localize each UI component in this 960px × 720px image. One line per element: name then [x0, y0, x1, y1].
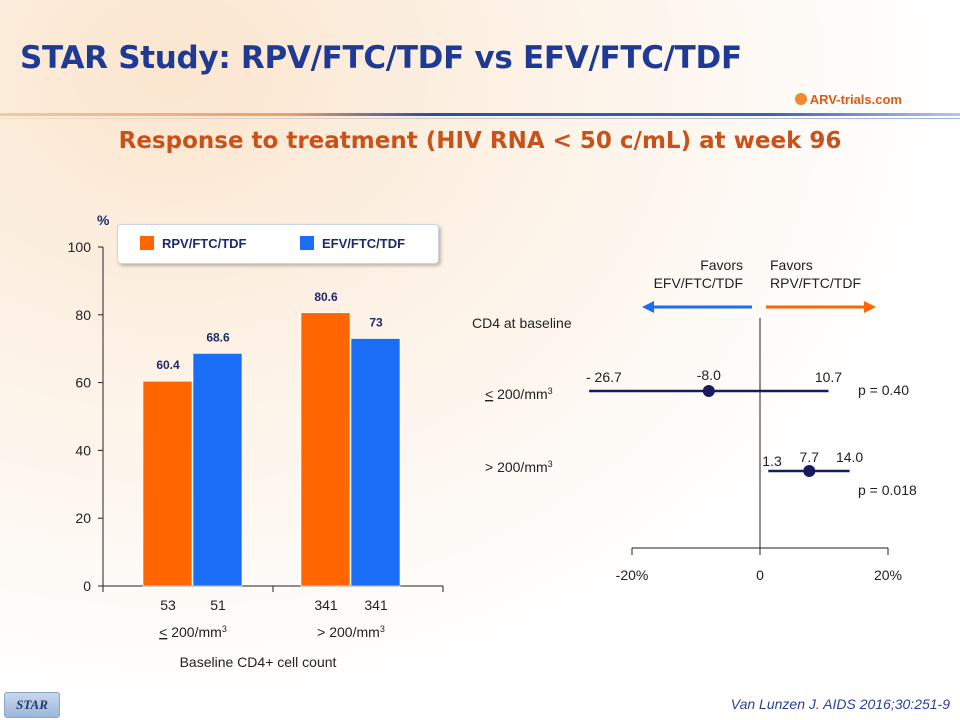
forest-estimate-label: -8.0: [697, 367, 721, 383]
citation: Van Lunzen J. AIDS 2016;30:251-9: [730, 696, 950, 712]
bar-value-label: 73: [369, 316, 383, 330]
title-rule-thin: [0, 118, 960, 119]
bar-y-unit: %: [97, 212, 110, 228]
bar-y-tick-label: 20: [75, 510, 91, 526]
legend-label-rpv: RPV/FTC/TDF: [162, 236, 247, 251]
bar-value-label: 60.4: [156, 358, 180, 372]
bar-legend: RPV/FTC/TDF EFV/FTC/TDF: [117, 224, 439, 264]
legend-item-efv: EFV/FTC/TDF: [300, 236, 405, 251]
title-rule: [0, 113, 960, 116]
slide-subtitle: Response to treatment (HIV RNA < 50 c/mL…: [118, 128, 842, 154]
favors-left-arrowhead: [642, 301, 654, 313]
bar-n-label: 341: [364, 597, 388, 613]
forest-row-label: > 200/mm3: [485, 459, 553, 475]
forest-x-tick-label: 20%: [874, 567, 902, 583]
forest-point-estimate: [702, 385, 715, 397]
forest-upper-label: 10.7: [815, 369, 842, 385]
bar-efv-0: [192, 353, 243, 587]
legend-item-rpv: RPV/FTC/TDF: [140, 236, 247, 251]
forest-x-tick-label: -20%: [616, 567, 649, 583]
forest-estimate-label: 7.7: [800, 449, 820, 465]
forest-row-label: < 200/mm3: [485, 386, 553, 402]
bar-rpv-1: [300, 312, 351, 587]
legend-swatch-efv: [300, 236, 314, 250]
forest-p-value: p = 0.40: [858, 382, 909, 398]
bar-y-tick-label: 40: [75, 442, 91, 458]
forest-point-estimate: [803, 465, 816, 477]
bar-efv-1: [350, 338, 401, 587]
bar-category-label: < 200/mm3: [159, 624, 227, 640]
bar-y-tick-label: 60: [75, 375, 91, 391]
bar-y-tick-label: 0: [83, 578, 91, 594]
bar-x-axis-title: Baseline CD4+ cell count: [180, 654, 337, 670]
forest-row-header: CD4 at baseline: [472, 315, 572, 331]
study-tag: STAR: [4, 692, 60, 718]
bar-y-tick-label: 80: [75, 307, 91, 323]
favors-right-arrowhead: [864, 301, 876, 313]
forest-x-tick-label: 0: [756, 567, 764, 583]
bar-value-label: 80.6: [314, 290, 338, 304]
bar-n-label: 53: [160, 597, 176, 613]
favors-left-line2: EFV/FTC/TDF: [654, 275, 743, 291]
forest-upper-label: 14.0: [836, 449, 863, 465]
bar-rpv-0: [142, 380, 193, 587]
logo-icon: [794, 93, 807, 105]
bar-n-label: 341: [314, 597, 338, 613]
bar-category-label: > 200/mm3: [317, 624, 385, 640]
legend-swatch-rpv: [140, 236, 154, 250]
favors-left-line1: Favors: [700, 257, 743, 273]
forest-lower-label: - 26.7: [586, 369, 622, 385]
bar-y-tick-label: 100: [68, 239, 92, 255]
slide-title: STAR Study: RPV/FTC/TDF vs EFV/FTC/TDF: [20, 40, 742, 76]
favors-right-line2: RPV/FTC/TDF: [770, 275, 861, 291]
logo-text: ARV-trials.com: [809, 92, 902, 107]
bar-n-label: 51: [210, 597, 226, 613]
legend-label-efv: EFV/FTC/TDF: [322, 236, 406, 251]
forest-lower-label: 1.3: [762, 453, 782, 469]
bar-value-label: 68.6: [206, 330, 230, 344]
favors-right-line1: Favors: [770, 257, 813, 273]
arv-trials-logo: ARV-trials.com: [794, 92, 902, 107]
forest-p-value: p = 0.018: [858, 482, 917, 498]
